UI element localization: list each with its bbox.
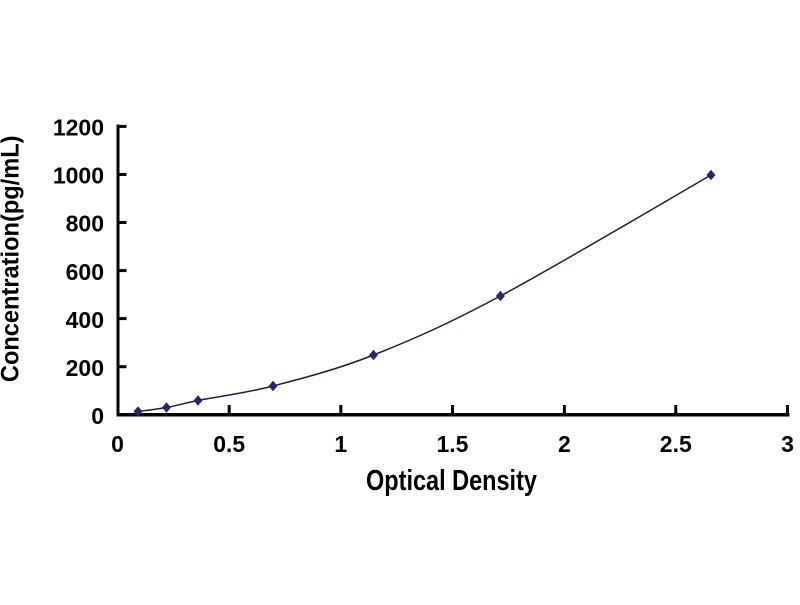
svg-text:Optical Density: Optical Density xyxy=(366,464,537,497)
svg-text:0.5: 0.5 xyxy=(213,431,245,457)
svg-text:600: 600 xyxy=(66,259,104,285)
svg-text:400: 400 xyxy=(66,307,104,333)
svg-text:Concentration(pg/mL): Concentration(pg/mL) xyxy=(0,135,25,382)
svg-text:2.5: 2.5 xyxy=(660,431,692,457)
svg-text:1: 1 xyxy=(334,431,347,457)
svg-text:2: 2 xyxy=(558,431,571,457)
svg-text:800: 800 xyxy=(66,211,104,237)
svg-text:0: 0 xyxy=(91,403,104,429)
svg-text:1.5: 1.5 xyxy=(437,431,469,457)
svg-text:1000: 1000 xyxy=(53,163,104,189)
svg-text:3: 3 xyxy=(781,431,794,457)
svg-text:1200: 1200 xyxy=(53,115,104,141)
svg-text:200: 200 xyxy=(66,355,104,381)
svg-text:0: 0 xyxy=(111,431,124,457)
